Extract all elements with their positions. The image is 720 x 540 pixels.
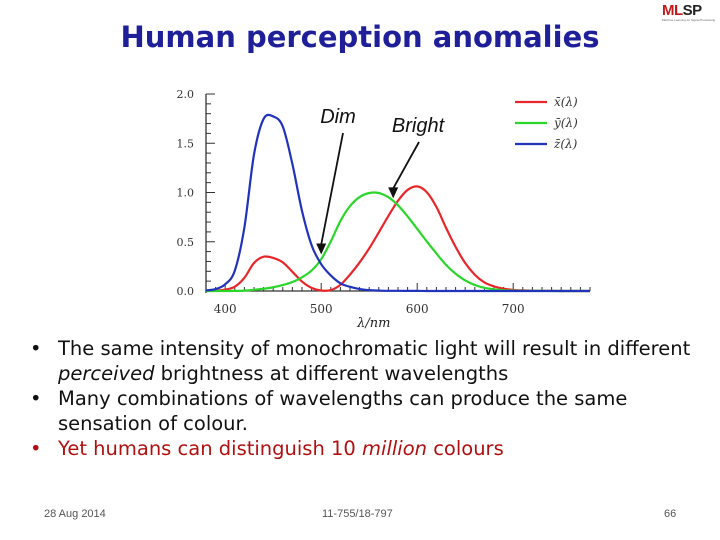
logo-subtext: Machine Learning for Signal Processing (662, 18, 716, 22)
page-number: 66 (664, 508, 677, 520)
legend-label-2: z̄(λ) (553, 137, 578, 151)
annotation-arrowhead-0 (316, 243, 327, 255)
bullet-dot-icon: • (30, 437, 42, 460)
bullet-list: • The same intensity of monochromatic lig… (30, 336, 710, 461)
chart-curves (205, 113, 590, 293)
series-line-2 (205, 113, 590, 293)
footer-course: 11-755/18-797 (322, 508, 393, 520)
series-line-0 (205, 185, 590, 293)
chart-axes: 0.0 0.5 1.0 1.5 2.0 400 500 600 700 λ/nm (177, 88, 591, 331)
y-tick-label: 1.5 (177, 137, 195, 150)
annotation-arrow-shaft-1 (392, 141, 420, 189)
y-tick-label: 0.0 (177, 285, 195, 298)
y-tick-label: 0.5 (177, 236, 195, 249)
y-tick-label: 1.0 (177, 187, 195, 200)
annotation-arrowhead-1 (388, 187, 399, 199)
logo-mark: MLSP (662, 2, 702, 19)
x-tick-label: 600 (406, 302, 429, 316)
x-tick-label: 700 (502, 302, 525, 316)
slide-title: Human perception anomalies (120, 20, 600, 54)
x-axis-label: λ/nm (356, 316, 390, 331)
y-tick-label: 2.0 (177, 88, 195, 101)
bullet-item: • Yet humans can distinguish 10 million c… (30, 437, 504, 460)
chart-legend: x̄(λ) ȳ(λ) z̄(λ) (515, 95, 578, 151)
chart-annotations: Dim Bright (316, 106, 446, 255)
annotation-arrow-shaft-0 (320, 132, 344, 245)
legend-label-1: ȳ(λ) (553, 116, 578, 130)
legend-label-0: x̄(λ) (554, 95, 578, 109)
annotation-label-1: Bright (392, 115, 446, 137)
bullet-dot-icon: • (30, 337, 42, 360)
annotation-label-0: Dim (320, 106, 356, 128)
series-line-1 (205, 191, 590, 293)
footer-date: 28 Aug 2014 (44, 508, 106, 520)
x-tick-label: 400 (214, 302, 237, 316)
mlsp-logo: MLSP Machine Learning for Signal Process… (662, 3, 716, 25)
bullet-dot-icon: • (30, 387, 42, 410)
bullet-item: • Many combinations of wavelengths can pr… (30, 387, 628, 435)
x-tick-label: 500 (310, 302, 333, 316)
bullet-item: • The same intensity of monochromatic lig… (30, 337, 691, 385)
